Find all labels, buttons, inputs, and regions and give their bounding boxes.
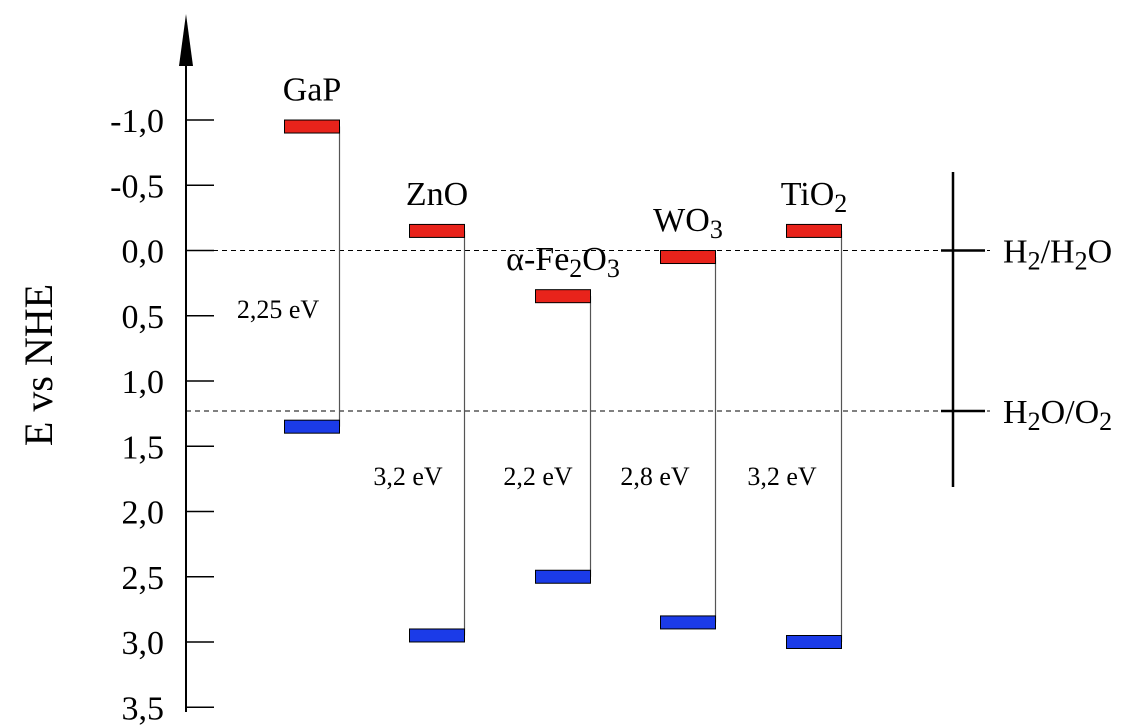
y-tick-label: 1,5 bbox=[122, 429, 165, 466]
valence-band-bar bbox=[284, 419, 340, 434]
band-bars bbox=[284, 119, 843, 649]
y-tick-label: -1,0 bbox=[110, 103, 164, 140]
y-axis-title: E vs NHE bbox=[16, 284, 61, 446]
valence-band-bar bbox=[786, 635, 842, 649]
band-gap-label: 2,2 eV bbox=[503, 462, 573, 491]
band-gap-label: 3,2 eV bbox=[373, 462, 443, 491]
y-tick-label: 1,0 bbox=[122, 364, 165, 401]
band-gap-label: 2,25 eV bbox=[237, 295, 320, 324]
reference-lines bbox=[186, 172, 990, 487]
reference-label: H2/H2O bbox=[1003, 234, 1112, 276]
valence-band-bar bbox=[535, 569, 591, 584]
conduction-band-bar bbox=[409, 223, 465, 238]
valence-band-bar bbox=[660, 615, 716, 630]
y-tick-label: 2,0 bbox=[122, 495, 165, 532]
conduction-band-bar bbox=[786, 223, 842, 238]
material-label: WO3 bbox=[653, 202, 723, 244]
band-gap-label: 3,2 eV bbox=[747, 462, 817, 491]
conduction-band-bar bbox=[660, 250, 716, 265]
y-tick-label: -0,5 bbox=[110, 168, 164, 205]
material-label: GaP bbox=[283, 72, 342, 109]
conduction-band-bar bbox=[535, 289, 591, 304]
y-axis-arrow bbox=[179, 14, 193, 66]
material-label: TiO2 bbox=[781, 176, 848, 218]
conduction-band-bar bbox=[284, 119, 340, 134]
y-tick-label: 3,0 bbox=[122, 625, 165, 662]
valence-band-bar bbox=[409, 628, 465, 643]
band-gap-label: 2,8 eV bbox=[620, 462, 690, 491]
reference-label: H2O/O2 bbox=[1003, 394, 1112, 436]
y-tick-label: 0,5 bbox=[122, 299, 165, 336]
y-tick-label: 2,5 bbox=[122, 560, 165, 597]
material-label: ZnO bbox=[406, 176, 468, 213]
y-axis: -1,0 -0,5 0,0 0,5 1,0 1,5 2,0 2,5 3,0 3,5 E vs NHE bbox=[16, 14, 214, 727]
material-label: α-Fe2O3 bbox=[506, 241, 620, 283]
y-tick-label: 3,5 bbox=[122, 690, 165, 727]
labels: H2/H2O H2O/O2 GaP ZnO α-Fe2O3 WO3 TiO2 2,25 eV 3… bbox=[237, 72, 1112, 491]
y-tick-label: 0,0 bbox=[122, 234, 165, 271]
